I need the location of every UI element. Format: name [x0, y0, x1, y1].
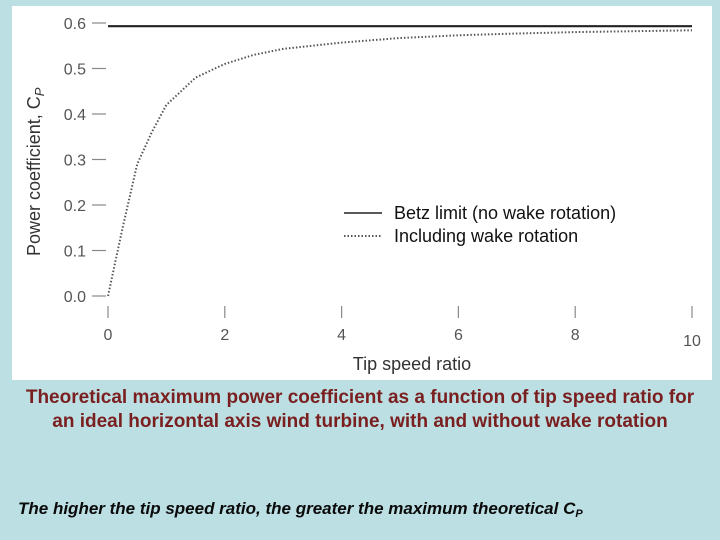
- chart: 0.0 0.1 0.2 0.3 0.4 0.5 0.6 0 2 4 6 8 10 Tip speed …: [24, 16, 701, 374]
- subnote-text: The higher the tip speed ratio, the grea…: [18, 499, 576, 518]
- x-tick-label: 2: [220, 327, 229, 344]
- y-tick-label: 0.5: [64, 62, 86, 79]
- subnote: The higher the tip speed ratio, the grea…: [18, 498, 708, 525]
- x-axis-ticks: 0 2 4 6 8 10: [104, 306, 701, 350]
- x-tick-label: 0: [104, 327, 113, 344]
- x-tick-label: 4: [337, 327, 346, 344]
- caption: Theoretical maximum power coefficient as…: [25, 387, 695, 432]
- x-axis-title: Tip speed ratio: [353, 354, 471, 374]
- legend-label: Including wake rotation: [394, 226, 578, 246]
- legend-label: Betz limit (no wake rotation): [394, 203, 616, 223]
- y-axis-ticks: 0.0 0.1 0.2 0.3 0.4 0.5 0.6: [64, 16, 106, 306]
- series-layer: [107, 25, 693, 297]
- y-axis-title-subscript: P: [32, 87, 47, 96]
- series-line-wake-rotation: [107, 29, 693, 297]
- y-tick-label: 0.6: [64, 16, 86, 33]
- chart-panel: 0.0 0.1 0.2 0.3 0.4 0.5 0.6 0 2 4 6 8 10 Tip speed …: [12, 6, 712, 380]
- y-tick-label: 0.4: [64, 107, 86, 124]
- y-tick-label: 0.3: [64, 153, 86, 170]
- y-axis-title: Power coefficient, CP: [24, 87, 47, 256]
- y-tick-label: 0.1: [64, 244, 86, 261]
- legend: Betz limit (no wake rotation) Including w…: [344, 203, 616, 246]
- y-tick-label: 0.0: [64, 289, 86, 306]
- y-axis-title-text: Power coefficient, C: [24, 96, 44, 256]
- x-tick-label: 6: [454, 327, 463, 344]
- y-tick-label: 0.2: [64, 198, 86, 215]
- x-tick-label: 10: [683, 333, 701, 350]
- subnote-subscript: P: [575, 508, 583, 520]
- x-tick-label: 8: [571, 327, 580, 344]
